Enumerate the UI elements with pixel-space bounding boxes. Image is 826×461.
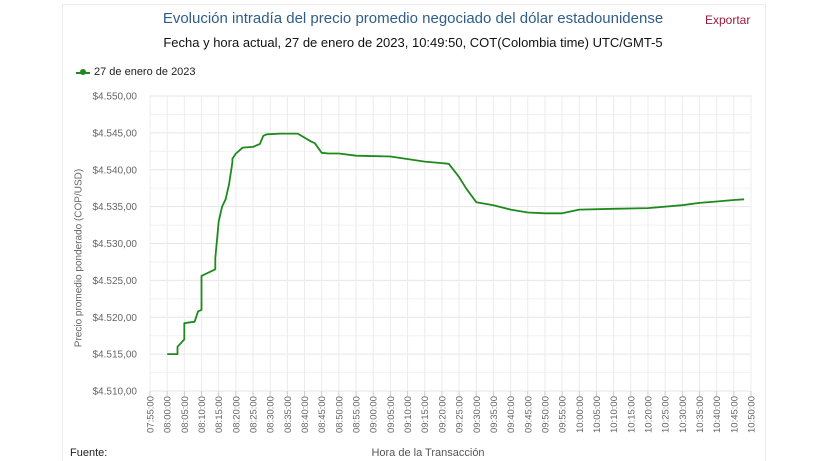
- x-tick-label: 08:10:00: [197, 396, 208, 433]
- x-tick-label: 08:45:00: [317, 396, 328, 433]
- legend-label: 27 de enero de 2023: [94, 66, 196, 78]
- y-axis-label: Precio promedio ponderado (COP/USD): [73, 168, 85, 348]
- x-tick-label: 09:00:00: [369, 396, 380, 433]
- x-tick-label: 09:35:00: [489, 396, 500, 433]
- x-tick-label: 08:35:00: [283, 396, 294, 433]
- x-tick-label: 10:50:00: [747, 396, 758, 433]
- y-tick-label: $4.550,00: [93, 92, 138, 103]
- y-tick-label: $4.530,00: [93, 239, 138, 250]
- y-tick-label: $4.540,00: [93, 165, 138, 176]
- x-tick-label: 10:35:00: [695, 396, 706, 433]
- x-tick-label: 08:15:00: [214, 396, 225, 433]
- x-tick-label: 10:25:00: [661, 396, 672, 433]
- y-tick-label: $4.510,00: [93, 387, 138, 398]
- x-tick-label: 10:05:00: [592, 396, 603, 433]
- x-tick-label: 09:30:00: [472, 396, 483, 433]
- source-label: Fuente:: [70, 447, 108, 459]
- x-tick-label: 09:15:00: [420, 396, 431, 433]
- x-tick-label: 09:05:00: [386, 396, 397, 433]
- x-tick-label: 09:20:00: [437, 396, 448, 433]
- x-tick-label: 08:30:00: [266, 396, 277, 433]
- x-tick-label: 08:50:00: [334, 396, 345, 433]
- y-tick-label: $4.535,00: [93, 202, 138, 213]
- y-tick-label: $4.545,00: [93, 128, 138, 139]
- price-series-line[interactable]: [167, 132, 745, 356]
- y-tick-label: $4.520,00: [93, 313, 138, 324]
- x-tick-label: 10:30:00: [678, 396, 689, 433]
- x-axis-label: Hora de la Transacción: [371, 447, 485, 459]
- x-tick-label: 07:55:00: [146, 396, 157, 433]
- chart-subtitle: Fecha y hora actual, 27 de enero de 2023…: [163, 35, 663, 50]
- y-tick-label: $4.525,00: [93, 276, 138, 287]
- legend-line-marker-icon: [76, 68, 90, 76]
- chart-frame: [62, 4, 766, 461]
- x-tick-label: 09:10:00: [403, 396, 414, 433]
- x-tick-label: 08:20:00: [231, 396, 242, 433]
- x-tick-label: 08:55:00: [352, 396, 363, 433]
- x-tick-label: 09:50:00: [540, 396, 551, 433]
- x-tick-label: 10:15:00: [626, 396, 637, 433]
- x-tick-label: 10:40:00: [712, 396, 723, 433]
- x-tick-label: 09:55:00: [558, 396, 569, 433]
- legend-item[interactable]: 27 de enero de 2023: [76, 66, 196, 78]
- x-tick-label: 10:00:00: [575, 396, 586, 433]
- x-tick-label: 08:40:00: [300, 396, 311, 433]
- x-tick-label: 08:00:00: [163, 396, 174, 433]
- chart-title: Evolución intradía del precio promedio n…: [162, 10, 664, 27]
- x-tick-label: 10:10:00: [609, 396, 620, 433]
- x-tick-label: 09:45:00: [523, 396, 534, 433]
- x-tick-label: 09:40:00: [506, 396, 517, 433]
- x-tick-label: 10:20:00: [643, 396, 654, 433]
- x-tick-label: 08:05:00: [180, 396, 191, 433]
- x-tick-label: 10:45:00: [729, 396, 740, 433]
- x-tick-label: 08:25:00: [249, 396, 260, 433]
- export-button[interactable]: Exportar: [705, 13, 751, 27]
- y-tick-label: $4.515,00: [93, 350, 138, 361]
- x-tick-label: 09:25:00: [455, 396, 466, 433]
